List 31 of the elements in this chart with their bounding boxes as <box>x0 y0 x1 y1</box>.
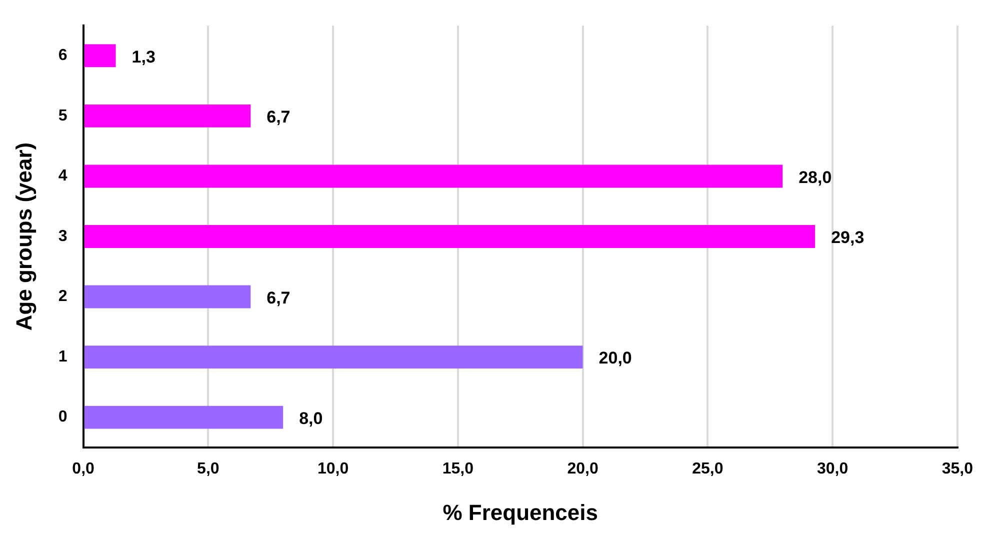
x-tick-label: 30,0 <box>816 460 848 478</box>
x-tick-label: 25,0 <box>692 460 724 478</box>
y-tick-label: 5 <box>58 107 68 124</box>
x-tick-label: 20,0 <box>567 460 598 478</box>
data-label: 1,3 <box>132 47 156 66</box>
y-tick-label: 4 <box>58 168 68 185</box>
x-tick-label: 5,0 <box>197 460 220 478</box>
bar <box>84 104 251 128</box>
bar <box>84 44 116 68</box>
y-tick-label: 2 <box>58 288 68 306</box>
data-label: 28,0 <box>798 168 832 187</box>
bar <box>84 346 583 368</box>
y-tick-label: 6 <box>58 47 68 64</box>
data-label: 6,7 <box>266 108 290 127</box>
y-axis-title: Age groups (year) <box>11 142 36 331</box>
y-tick-label: 0 <box>58 408 68 426</box>
x-tick-label: 10,0 <box>317 460 349 478</box>
bar <box>84 285 251 308</box>
data-label: 29,3 <box>831 228 864 248</box>
y-tick-label: 3 <box>58 228 68 245</box>
data-label: 20,0 <box>598 348 632 368</box>
x-tick-label: 0,0 <box>72 460 95 478</box>
y-tick-label: 1 <box>58 348 68 366</box>
data-label: 8,0 <box>299 408 323 428</box>
bar <box>84 225 816 248</box>
data-label: 6,7 <box>266 288 290 308</box>
x-axis-title: % Frequenceis <box>442 500 598 525</box>
bar <box>84 164 783 188</box>
x-tick-label: 15,0 <box>442 460 474 478</box>
x-tick-label: 35,0 <box>942 460 974 478</box>
bar <box>84 406 284 429</box>
